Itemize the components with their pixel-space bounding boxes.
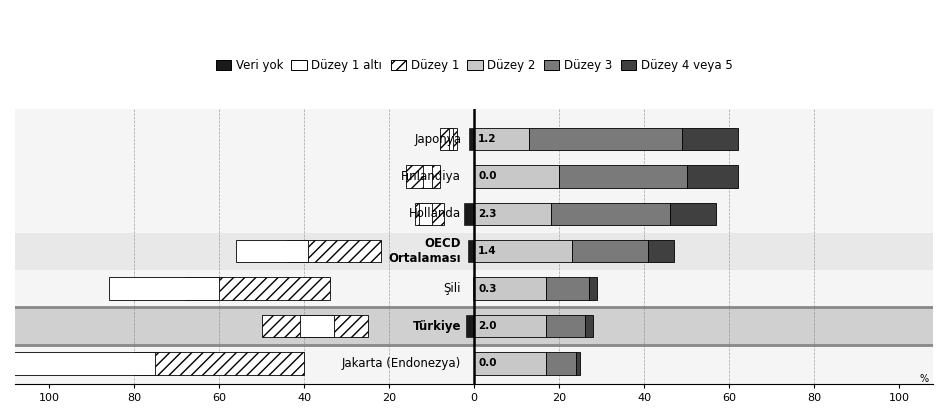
- Bar: [546, 315, 585, 337]
- Bar: [585, 315, 593, 337]
- Bar: [108, 278, 219, 300]
- Bar: [551, 203, 669, 225]
- Bar: [546, 352, 576, 375]
- Text: 0.0: 0.0: [478, 358, 497, 368]
- Bar: [262, 315, 368, 337]
- Bar: [7, 352, 155, 375]
- Text: Türkiye: Türkiye: [412, 319, 462, 333]
- Bar: [529, 128, 683, 150]
- Bar: [648, 240, 674, 263]
- Text: 2.0: 2.0: [478, 321, 497, 331]
- Bar: [474, 240, 572, 263]
- Text: %: %: [920, 374, 929, 384]
- Bar: [686, 165, 738, 188]
- Bar: [465, 315, 474, 337]
- Bar: [414, 203, 445, 225]
- Text: 1.4: 1.4: [478, 246, 497, 256]
- Text: 2.3: 2.3: [478, 209, 497, 219]
- Text: Hollanda: Hollanda: [410, 207, 462, 220]
- Bar: [300, 315, 334, 337]
- Bar: [419, 203, 431, 225]
- Bar: [465, 203, 474, 225]
- Text: Japonya: Japonya: [414, 133, 462, 145]
- Text: OECD
Ortalaması: OECD Ortalaması: [389, 237, 462, 265]
- Bar: [576, 352, 580, 375]
- Text: 0.3: 0.3: [478, 284, 497, 293]
- Bar: [287, 240, 380, 263]
- Bar: [469, 128, 474, 150]
- Bar: [474, 165, 559, 188]
- Bar: [134, 352, 304, 375]
- Bar: [474, 315, 546, 337]
- Bar: [473, 278, 474, 300]
- Bar: [559, 165, 686, 188]
- Text: 1.2: 1.2: [478, 134, 497, 144]
- Bar: [474, 278, 546, 300]
- Bar: [474, 352, 546, 375]
- Bar: [546, 278, 589, 300]
- Bar: [423, 165, 431, 188]
- Bar: [448, 128, 453, 150]
- Bar: [572, 240, 648, 263]
- Bar: [468, 240, 474, 263]
- Bar: [15, 307, 933, 345]
- Bar: [474, 128, 529, 150]
- Text: Finlandiya: Finlandiya: [401, 170, 462, 183]
- Text: Şili: Şili: [444, 282, 462, 295]
- Bar: [185, 278, 330, 300]
- Bar: [236, 240, 308, 263]
- Bar: [474, 203, 551, 225]
- Bar: [683, 128, 738, 150]
- Text: Jakarta (Endonezya): Jakarta (Endonezya): [342, 357, 462, 370]
- Bar: [669, 203, 717, 225]
- Bar: [440, 128, 457, 150]
- Bar: [589, 278, 597, 300]
- Bar: [406, 165, 440, 188]
- Bar: [15, 232, 933, 270]
- Text: 0.0: 0.0: [478, 171, 497, 181]
- Legend: Veri yok, Düzey 1 altı, Düzey 1, Düzey 2, Düzey 3, Düzey 4 veya 5: Veri yok, Düzey 1 altı, Düzey 1, Düzey 2…: [210, 55, 738, 77]
